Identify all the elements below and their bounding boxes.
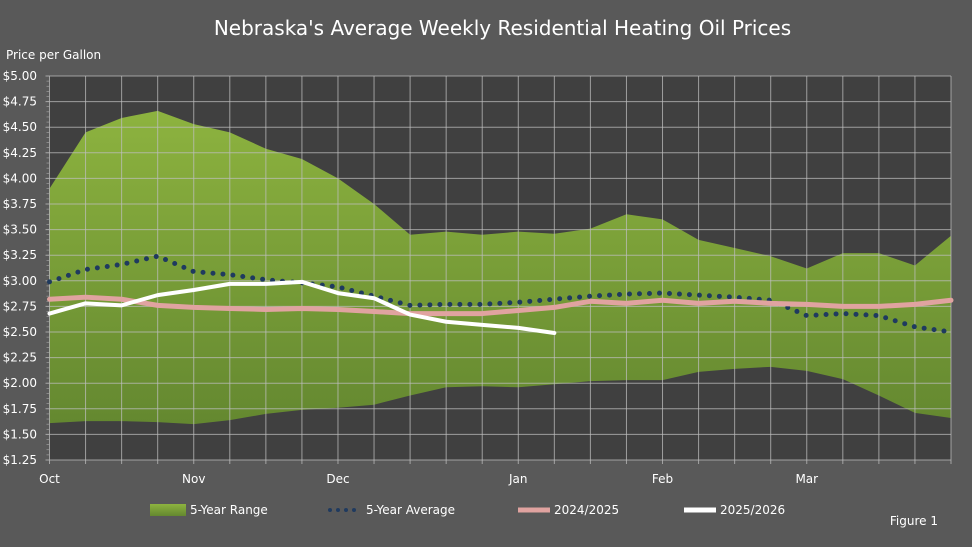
x-tick-label-jan: Jan: [508, 472, 528, 486]
legend-label: 2025/2026: [720, 503, 785, 517]
y-tick-label: $5.00: [3, 69, 37, 83]
x-tick-label-dec: Dec: [326, 472, 349, 486]
figure-label: Figure 1: [889, 514, 938, 528]
x-tick-label-oct: Oct: [39, 472, 60, 486]
y-tick-label: $3.75: [3, 197, 37, 211]
y-tick-label: $4.75: [3, 95, 37, 109]
y-tick-label: $4.00: [3, 171, 37, 185]
legend-label: 2024/2025: [554, 503, 619, 517]
five-year-range-area: [49, 110, 951, 425]
y-tick-label: $2.75: [3, 299, 37, 313]
y-tick-label: $2.50: [3, 325, 37, 339]
chart-title: Nebraska's Average Weekly Residential He…: [213, 16, 792, 40]
y-tick-label: $3.25: [3, 248, 37, 262]
series-2024-2025: [47, 294, 954, 317]
y-tick-label: $4.50: [3, 120, 37, 134]
y-axis-label: Price per Gallon: [6, 48, 102, 62]
y-tick-label: $1.25: [3, 453, 37, 467]
y-tick-label: $3.50: [3, 223, 37, 237]
x-tick-label-mar: Mar: [795, 472, 818, 486]
series-2025-2026: [47, 279, 557, 336]
y-tick-label: $1.75: [3, 402, 37, 416]
x-tick-label-nov: Nov: [182, 472, 205, 486]
legend-swatch-range: [150, 504, 186, 516]
y-tick-label: $2.00: [3, 376, 37, 390]
y-tick-label: $4.25: [3, 146, 37, 160]
series-5-year-average: [47, 253, 954, 335]
y-tick-label: $1.50: [3, 427, 37, 441]
legend-label: 5-Year Average: [366, 503, 455, 517]
x-tick-label-feb: Feb: [652, 472, 673, 486]
y-tick-label: $3.00: [3, 274, 37, 288]
y-tick-label: $2.25: [3, 351, 37, 365]
legend-label-range: 5-Year Range: [190, 503, 268, 517]
